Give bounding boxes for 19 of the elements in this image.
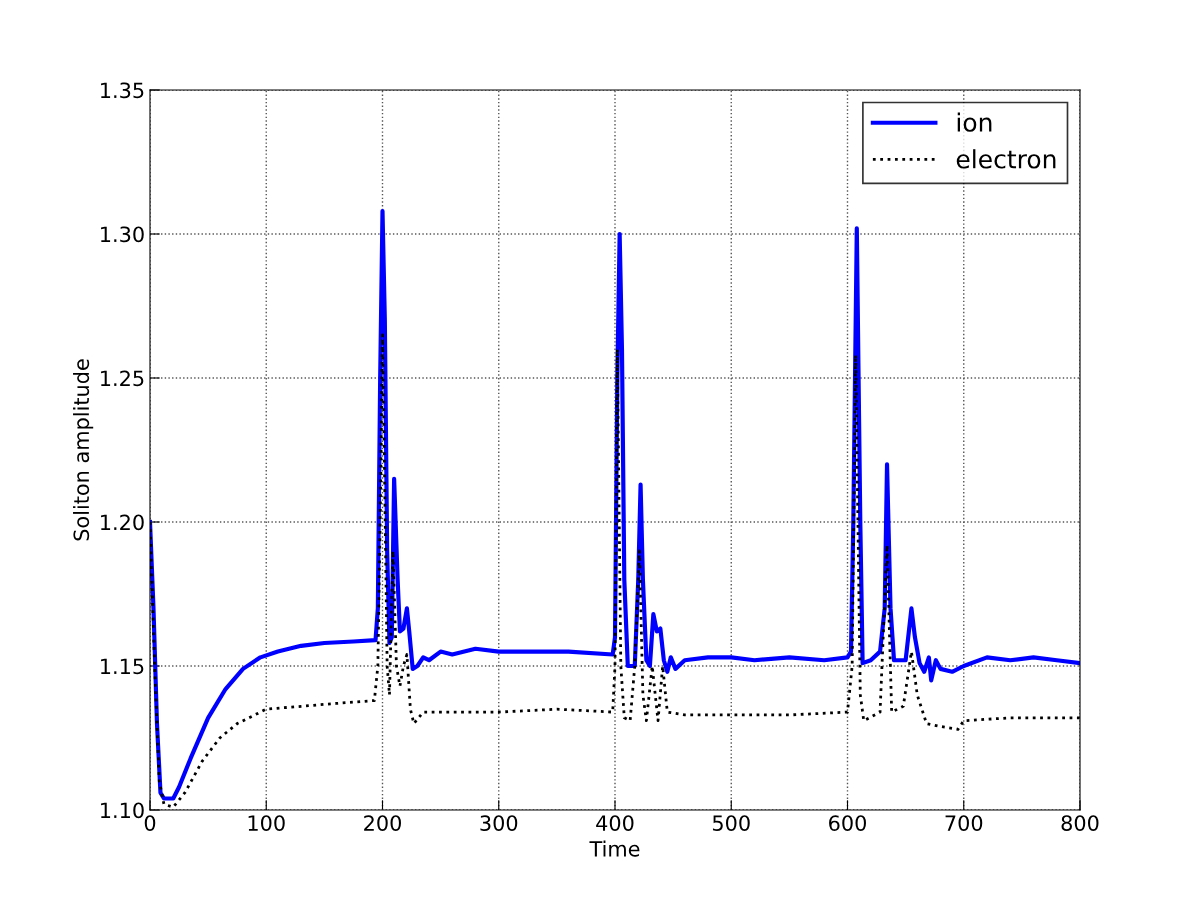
y-tick-label: 1.25: [101, 370, 144, 387]
y-tick-label: 1.10: [101, 802, 144, 819]
x-tick-label: 100: [248, 815, 285, 831]
y-tick-label: 1.20: [101, 514, 144, 531]
x-tick-label: 300: [480, 815, 518, 831]
x-tick-label: 800: [1061, 815, 1099, 831]
x-tick-label: 200: [364, 815, 401, 831]
x-tick-label: 600: [829, 815, 866, 831]
y-tick-label: 1.30: [101, 226, 144, 243]
x-tick-label: 0: [144, 815, 156, 831]
legend-label: electron: [956, 149, 1056, 169]
x-tick-label: 700: [945, 815, 983, 831]
y-tick-label: 1.15: [101, 658, 144, 675]
y-tick-label: 1.35: [101, 82, 144, 99]
x-axis-title: Time: [589, 840, 640, 857]
y-axis-title: Soliton amplitude: [73, 359, 94, 541]
x-tick-label: 400: [596, 815, 634, 831]
x-tick-label: 500: [712, 815, 750, 831]
legend-label: ion: [957, 112, 992, 132]
